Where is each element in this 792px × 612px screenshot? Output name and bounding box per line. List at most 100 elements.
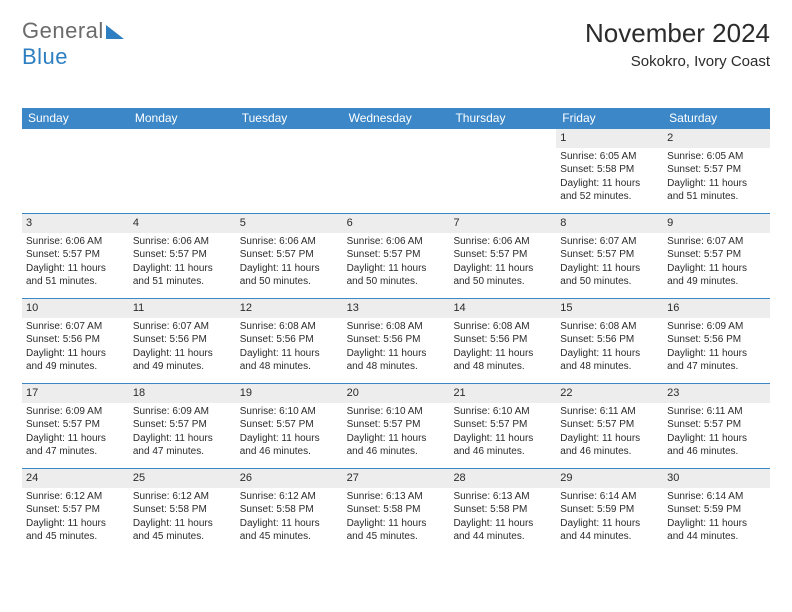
day-body: Sunrise: 6:11 AMSunset: 5:57 PMDaylight:… <box>663 405 770 463</box>
daylight-text: Daylight: 11 hours and 45 minutes. <box>133 517 232 544</box>
day-body: Sunrise: 6:07 AMSunset: 5:57 PMDaylight:… <box>556 235 663 293</box>
day-number: 13 <box>343 299 450 318</box>
sunset-text: Sunset: 5:58 PM <box>133 503 232 517</box>
sunrise-text: Sunrise: 6:12 AM <box>133 490 232 504</box>
sunrise-text: Sunrise: 6:13 AM <box>453 490 552 504</box>
calendar: SundayMondayTuesdayWednesdayThursdayFrid… <box>22 108 770 553</box>
day-number: 4 <box>129 214 236 233</box>
day-body: Sunrise: 6:12 AMSunset: 5:58 PMDaylight:… <box>236 490 343 548</box>
sunrise-text: Sunrise: 6:06 AM <box>240 235 339 249</box>
daylight-text: Daylight: 11 hours and 48 minutes. <box>453 347 552 374</box>
sunrise-text: Sunrise: 6:08 AM <box>347 320 446 334</box>
sunrise-text: Sunrise: 6:09 AM <box>133 405 232 419</box>
sunrise-text: Sunrise: 6:07 AM <box>560 235 659 249</box>
day-number: 25 <box>129 469 236 488</box>
sunrise-text: Sunrise: 6:08 AM <box>560 320 659 334</box>
logo-text-1: General <box>22 18 104 43</box>
sunrise-text: Sunrise: 6:08 AM <box>240 320 339 334</box>
sunset-text: Sunset: 5:58 PM <box>347 503 446 517</box>
day-number: 14 <box>449 299 556 318</box>
month-title: November 2024 <box>585 18 770 49</box>
daylight-text: Daylight: 11 hours and 44 minutes. <box>560 517 659 544</box>
weekday-header-row: SundayMondayTuesdayWednesdayThursdayFrid… <box>22 108 770 128</box>
day-cell: 21Sunrise: 6:10 AMSunset: 5:57 PMDayligh… <box>449 384 556 468</box>
sunset-text: Sunset: 5:57 PM <box>453 418 552 432</box>
daylight-text: Daylight: 11 hours and 51 minutes. <box>133 262 232 289</box>
day-body: Sunrise: 6:10 AMSunset: 5:57 PMDaylight:… <box>449 405 556 463</box>
day-number: 20 <box>343 384 450 403</box>
day-cell: 15Sunrise: 6:08 AMSunset: 5:56 PMDayligh… <box>556 299 663 383</box>
day-body: Sunrise: 6:06 AMSunset: 5:57 PMDaylight:… <box>236 235 343 293</box>
sunset-text: Sunset: 5:59 PM <box>667 503 766 517</box>
day-cell: 20Sunrise: 6:10 AMSunset: 5:57 PMDayligh… <box>343 384 450 468</box>
sunrise-text: Sunrise: 6:07 AM <box>133 320 232 334</box>
logo: General Blue <box>22 18 124 70</box>
weekday-cell: Friday <box>556 108 663 128</box>
day-body: Sunrise: 6:13 AMSunset: 5:58 PMDaylight:… <box>449 490 556 548</box>
sunrise-text: Sunrise: 6:10 AM <box>347 405 446 419</box>
sunset-text: Sunset: 5:57 PM <box>26 503 125 517</box>
week-row: 17Sunrise: 6:09 AMSunset: 5:57 PMDayligh… <box>22 383 770 468</box>
day-cell: 18 Sunrise: 6:09 AMSunset: 5:57 PMDayligh… <box>129 384 236 468</box>
sunrise-text: Sunrise: 6:12 AM <box>240 490 339 504</box>
day-number: 1 <box>556 129 663 148</box>
day-cell: 11Sunrise: 6:07 AMSunset: 5:56 PMDayligh… <box>129 299 236 383</box>
sunset-text: Sunset: 5:57 PM <box>240 248 339 262</box>
day-cell: 14Sunrise: 6:08 AMSunset: 5:56 PMDayligh… <box>449 299 556 383</box>
sunrise-text: Sunrise: 6:11 AM <box>667 405 766 419</box>
daylight-text: Daylight: 11 hours and 48 minutes. <box>347 347 446 374</box>
sunrise-text: Sunrise: 6:10 AM <box>453 405 552 419</box>
day-number: 17 <box>22 384 129 403</box>
sunset-text: Sunset: 5:57 PM <box>667 418 766 432</box>
day-body: Sunrise: 6:09 AMSunset: 5:56 PMDaylight:… <box>663 320 770 378</box>
sunrise-text: Sunrise: 6:07 AM <box>667 235 766 249</box>
logo-text-2: Blue <box>22 44 68 69</box>
sunset-text: Sunset: 5:57 PM <box>347 418 446 432</box>
day-cell-empty <box>129 129 236 213</box>
day-body: Sunrise: 6:08 AMSunset: 5:56 PMDaylight:… <box>236 320 343 378</box>
day-body: Sunrise: 6:09 AMSunset: 5:57 PMDaylight:… <box>129 405 236 463</box>
header: November 2024 Sokokro, Ivory Coast <box>585 18 770 70</box>
day-cell: 9Sunrise: 6:07 AMSunset: 5:57 PMDaylight… <box>663 214 770 298</box>
sunset-text: Sunset: 5:56 PM <box>667 333 766 347</box>
day-body: Sunrise: 6:08 AMSunset: 5:56 PMDaylight:… <box>343 320 450 378</box>
day-cell-empty <box>343 129 450 213</box>
day-body: Sunrise: 6:12 AMSunset: 5:57 PMDaylight:… <box>22 490 129 548</box>
day-body: Sunrise: 6:06 AMSunset: 5:57 PMDaylight:… <box>449 235 556 293</box>
day-cell: 24Sunrise: 6:12 AMSunset: 5:57 PMDayligh… <box>22 469 129 553</box>
day-cell-empty <box>449 129 556 213</box>
sunset-text: Sunset: 5:56 PM <box>347 333 446 347</box>
sunset-text: Sunset: 5:58 PM <box>560 163 659 177</box>
sunset-text: Sunset: 5:57 PM <box>26 418 125 432</box>
sunset-text: Sunset: 5:57 PM <box>667 163 766 177</box>
sunrise-text: Sunrise: 6:07 AM <box>26 320 125 334</box>
daylight-text: Daylight: 11 hours and 50 minutes. <box>240 262 339 289</box>
sunset-text: Sunset: 5:57 PM <box>453 248 552 262</box>
sunrise-text: Sunrise: 6:14 AM <box>667 490 766 504</box>
daylight-text: Daylight: 11 hours and 46 minutes. <box>560 432 659 459</box>
sunset-text: Sunset: 5:58 PM <box>240 503 339 517</box>
day-number: 18 <box>129 384 236 403</box>
day-body: Sunrise: 6:06 AMSunset: 5:57 PMDaylight:… <box>129 235 236 293</box>
day-body: Sunrise: 6:06 AMSunset: 5:57 PMDaylight:… <box>343 235 450 293</box>
day-body: Sunrise: 6:11 AMSunset: 5:57 PMDaylight:… <box>556 405 663 463</box>
sunset-text: Sunset: 5:57 PM <box>133 418 232 432</box>
day-body: Sunrise: 6:14 AMSunset: 5:59 PMDaylight:… <box>663 490 770 548</box>
day-cell: 23Sunrise: 6:11 AMSunset: 5:57 PMDayligh… <box>663 384 770 468</box>
weeks-container: 1Sunrise: 6:05 AMSunset: 5:58 PMDaylight… <box>22 128 770 553</box>
sunrise-text: Sunrise: 6:09 AM <box>667 320 766 334</box>
day-cell-empty <box>22 129 129 213</box>
weekday-cell: Sunday <box>22 108 129 128</box>
day-number: 22 <box>556 384 663 403</box>
daylight-text: Daylight: 11 hours and 46 minutes. <box>240 432 339 459</box>
day-body: Sunrise: 6:07 AMSunset: 5:57 PMDaylight:… <box>663 235 770 293</box>
day-number: 2 <box>663 129 770 148</box>
day-cell: 22 Sunrise: 6:11 AMSunset: 5:57 PMDayligh… <box>556 384 663 468</box>
logo-triangle-icon <box>106 25 124 39</box>
sunrise-text: Sunrise: 6:06 AM <box>133 235 232 249</box>
day-body: Sunrise: 6:12 AMSunset: 5:58 PMDaylight:… <box>129 490 236 548</box>
daylight-text: Daylight: 11 hours and 50 minutes. <box>453 262 552 289</box>
day-cell: 7Sunrise: 6:06 AMSunset: 5:57 PMDaylight… <box>449 214 556 298</box>
sunset-text: Sunset: 5:57 PM <box>347 248 446 262</box>
daylight-text: Daylight: 11 hours and 44 minutes. <box>453 517 552 544</box>
